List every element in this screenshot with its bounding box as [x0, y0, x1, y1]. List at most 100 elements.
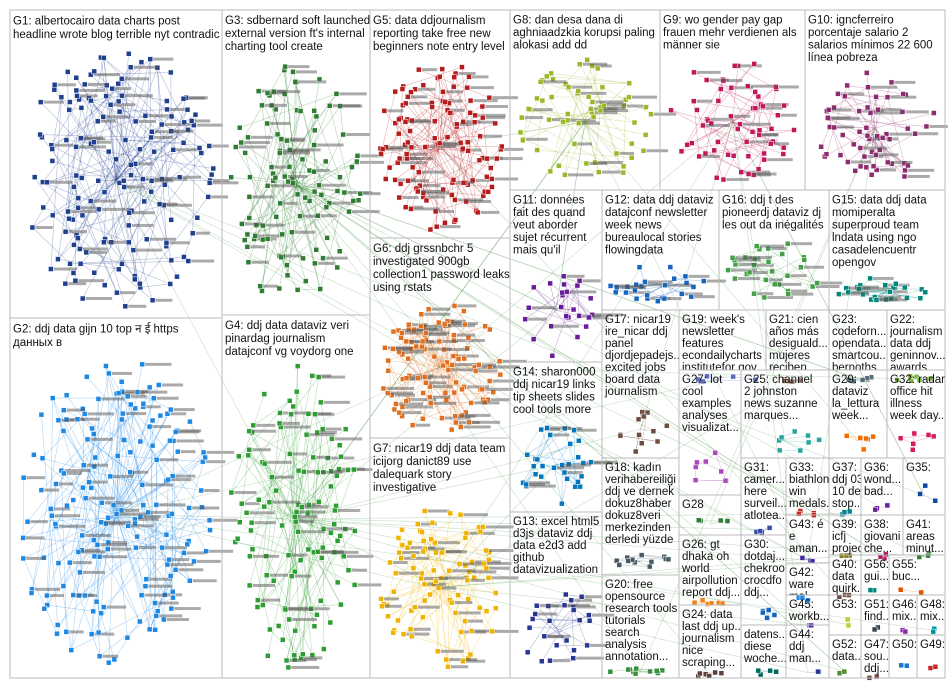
node-label [554, 324, 579, 328]
edge [314, 414, 324, 473]
node [684, 142, 690, 148]
edge [249, 414, 292, 557]
node-label [352, 210, 380, 214]
node [547, 657, 553, 664]
node-label [92, 480, 108, 484]
edge [77, 159, 117, 239]
node [145, 509, 151, 516]
group-label-line: cool [682, 386, 703, 398]
node-label [337, 508, 361, 512]
node [77, 246, 83, 252]
node [492, 605, 499, 611]
node-label [314, 607, 330, 611]
node [873, 94, 879, 100]
edge [299, 190, 338, 217]
group-label-line: männer sie [663, 40, 720, 52]
node [293, 388, 300, 395]
edge [91, 523, 107, 635]
edge [284, 608, 295, 660]
node-label [576, 605, 596, 609]
node [187, 418, 193, 425]
node [910, 447, 916, 453]
node [534, 456, 541, 463]
edge [84, 84, 167, 102]
node [452, 217, 459, 223]
node [525, 106, 532, 112]
node [423, 330, 429, 336]
node [780, 144, 787, 151]
edge [693, 100, 778, 116]
node [427, 591, 433, 598]
node-label [34, 587, 61, 591]
node [724, 518, 731, 524]
node [95, 629, 102, 636]
node [711, 147, 717, 154]
node [316, 182, 322, 189]
edge [51, 116, 104, 146]
edge [280, 155, 358, 204]
edge [670, 266, 694, 288]
node [390, 629, 396, 636]
node [613, 289, 619, 296]
node [696, 153, 702, 160]
node [679, 291, 685, 297]
edge [714, 452, 727, 482]
node-label [580, 91, 607, 95]
node-label [111, 371, 132, 375]
node [78, 105, 85, 111]
node-label [252, 448, 271, 452]
node [665, 556, 672, 563]
edge [266, 556, 295, 656]
node-label [414, 207, 440, 211]
node-label [68, 282, 87, 286]
node [440, 89, 446, 95]
edge [409, 87, 468, 132]
node [529, 616, 536, 622]
node [479, 103, 486, 110]
group-label-line: G43: é [789, 519, 824, 531]
node-label [356, 468, 373, 472]
node [857, 435, 863, 441]
node [766, 525, 773, 531]
node [134, 389, 141, 395]
node [345, 567, 352, 573]
group-label-line: G29: [832, 374, 857, 386]
node-label [106, 605, 127, 609]
node-label [143, 515, 161, 519]
node-label [170, 563, 194, 567]
node [96, 653, 103, 659]
node-label [211, 195, 229, 199]
node [71, 184, 77, 190]
node [333, 503, 339, 509]
node-label [394, 393, 415, 397]
node [37, 131, 43, 138]
group-label-line: institutefor gov [682, 362, 757, 374]
node-label [292, 452, 308, 456]
node-label [454, 601, 473, 605]
group-label-line: illness [890, 398, 922, 410]
node-label [206, 450, 235, 454]
group-label-line: djordjepadejs... [605, 350, 683, 362]
group-label-line: G11: données [513, 195, 585, 207]
edge [231, 176, 297, 186]
node [435, 319, 442, 326]
node-label [357, 583, 382, 587]
node [873, 167, 880, 173]
node [539, 463, 546, 469]
group-label-line: 10 des [832, 486, 867, 498]
group-label-line: momiperalta [832, 207, 896, 219]
node [263, 572, 270, 578]
node [277, 150, 283, 156]
group-label-line: beginners note entry level [373, 41, 505, 53]
node [118, 379, 125, 385]
node [586, 612, 592, 618]
node [236, 124, 243, 131]
node [565, 84, 572, 90]
node [775, 112, 781, 118]
edge [318, 134, 344, 186]
node-label [410, 95, 428, 99]
node-label [790, 289, 808, 293]
node [865, 84, 871, 90]
cross-edge [640, 127, 876, 672]
edge [81, 452, 204, 551]
